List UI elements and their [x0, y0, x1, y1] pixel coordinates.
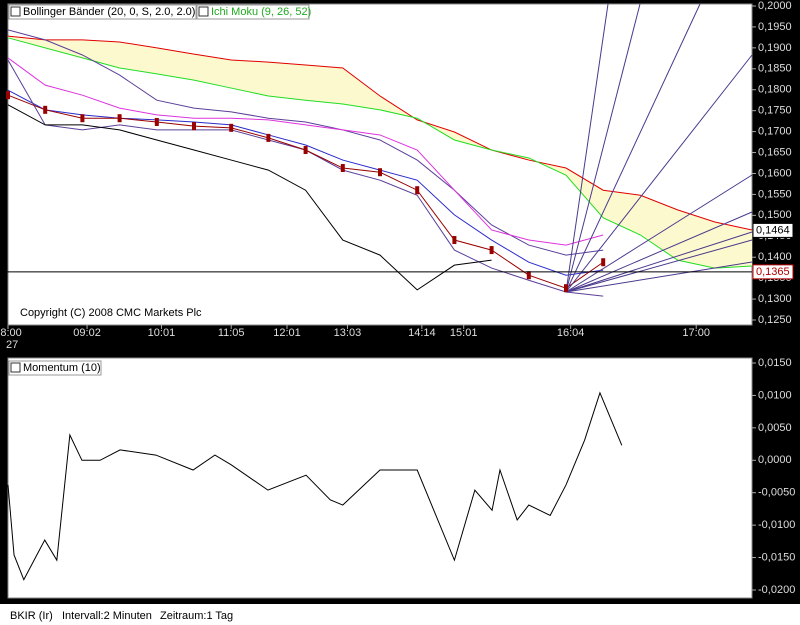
- price-label: 0,1464: [756, 224, 790, 236]
- y-tick-label: 0,1950: [758, 21, 792, 33]
- candle: [6, 91, 10, 100]
- candle: [303, 146, 308, 155]
- price-label-box: [752, 222, 794, 238]
- x-tick-label: 13:03: [334, 327, 362, 339]
- series-line: [7, 35, 753, 231]
- candle: [564, 284, 568, 293]
- panel-title: Momentum (10): [23, 362, 101, 374]
- checkbox[interactable]: [198, 6, 209, 17]
- candle: [154, 117, 159, 126]
- legend-box: [196, 4, 310, 20]
- y-tick-label: 0,0050: [758, 422, 792, 434]
- fan-line: [565, 239, 753, 293]
- legend-entry: Ichi Moku (9, 26, 52): [211, 6, 311, 18]
- candle: [489, 246, 494, 255]
- candle: [340, 164, 345, 173]
- x-tick-label: 14:14: [408, 327, 436, 339]
- x-tick-label: 08:00: [0, 327, 22, 339]
- y-tick-label: -0,0050: [758, 487, 795, 499]
- y-tick-label: 0,1700: [758, 126, 792, 138]
- period: Zeitraum:1 Tag: [160, 610, 233, 622]
- y-tick-label: 0,1650: [758, 146, 792, 158]
- fan-line: [565, 174, 753, 293]
- checkbox[interactable]: [10, 362, 21, 373]
- series-line: [7, 104, 492, 291]
- y-tick-label: 0,0100: [758, 389, 792, 401]
- copyright: Copyright (C) 2008 CMC Markets Plc: [20, 307, 202, 319]
- interval: Intervall:2 Minuten: [62, 610, 152, 622]
- candle: [229, 123, 234, 132]
- y-tick-label: 0,1600: [758, 167, 792, 179]
- price-label-box: [752, 264, 794, 280]
- candle: [266, 133, 271, 142]
- fan-line: [565, 54, 753, 293]
- candle: [526, 271, 531, 280]
- y-tick-label: 0,2000: [758, 0, 792, 12]
- y-tick-label: 0,1250: [758, 314, 792, 326]
- legend-box: [8, 4, 197, 20]
- checkbox[interactable]: [10, 6, 21, 17]
- y-tick-label: 0,1750: [758, 105, 792, 117]
- series-line: [7, 89, 604, 276]
- y-tick-label: 0,1850: [758, 63, 792, 75]
- series-line: [7, 37, 753, 269]
- fan-line: [565, 3, 641, 293]
- y-tick-label: 0,1500: [758, 209, 792, 221]
- series-line: [7, 29, 604, 256]
- candle: [601, 258, 606, 267]
- y-tick-label: 0,1900: [758, 42, 792, 54]
- y-tick-label: 0,1400: [758, 251, 792, 263]
- y-tick-label: 0,1300: [758, 293, 792, 305]
- gann-fan: [565, 3, 753, 293]
- status-bar: [0, 604, 800, 625]
- ichimoku-cloud: [8, 36, 752, 269]
- fan-line: [565, 211, 753, 293]
- candle: [117, 114, 122, 123]
- y-tick-label: -0,0150: [758, 551, 795, 563]
- series-line: [7, 57, 604, 246]
- x-tick-label: 17:00: [682, 327, 710, 339]
- fan-line: [565, 231, 753, 293]
- candle: [192, 122, 196, 131]
- legend-box: [8, 360, 102, 376]
- legend-entry: Bollinger Bänder (20, 0, S, 2.0, 2.0): [23, 6, 195, 18]
- x-tick-label: 10:01: [148, 327, 176, 339]
- candle: [452, 236, 457, 245]
- y-tick-label: 0,0150: [758, 357, 792, 369]
- fan-line: [565, 261, 753, 293]
- y-tick-label: 0,1550: [758, 188, 792, 200]
- y-tick-label: -0,0100: [758, 519, 795, 531]
- y-tick-label: 0,1800: [758, 84, 792, 96]
- y-tick-label: 0,0000: [758, 454, 792, 466]
- x-tick-label: 16:04: [557, 327, 585, 339]
- x-tick-label: 15:01: [450, 327, 478, 339]
- fan-line: [565, 3, 701, 293]
- candle: [43, 105, 48, 114]
- series-line: [7, 391, 623, 581]
- candle: [415, 186, 420, 195]
- legend: Bollinger Bänder (20, 0, S, 2.0, 2.0) Ic…: [8, 4, 311, 376]
- candle: [378, 168, 382, 177]
- price-label: 0,1365: [756, 266, 790, 278]
- x-tick-label: 12:01: [273, 327, 301, 339]
- symbol: BKIR (Ir): [10, 610, 53, 622]
- date-label: 27: [6, 339, 18, 351]
- momentum-panel: [7, 357, 753, 599]
- fan-line: [565, 3, 609, 293]
- x-tick-label: 09:02: [73, 327, 101, 339]
- y-tick-label: -0,0200: [758, 584, 795, 596]
- x-tick-label: 11:05: [218, 327, 245, 339]
- candle: [80, 114, 85, 123]
